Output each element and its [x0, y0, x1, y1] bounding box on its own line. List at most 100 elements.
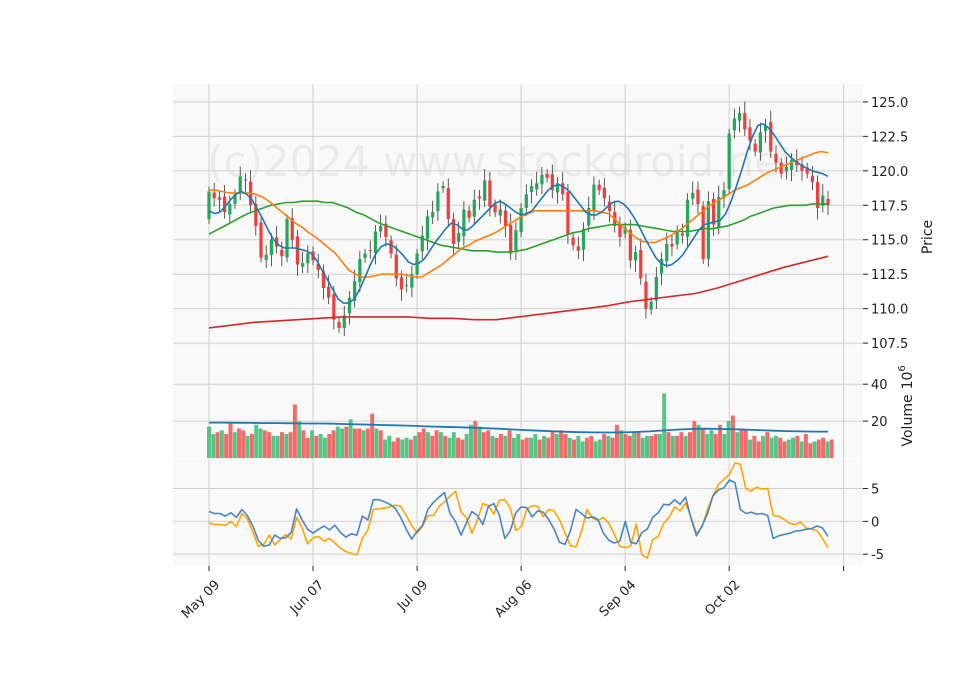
candle-up: [555, 183, 560, 193]
volume-bar-down: [679, 432, 684, 458]
volume-bar-down: [314, 435, 319, 458]
volume-bar-down: [481, 432, 486, 458]
candle-down: [576, 246, 580, 251]
volume-bar-down: [718, 424, 722, 458]
volume-bar-down: [675, 435, 680, 458]
candle-up: [306, 253, 310, 264]
volume-bar-down: [224, 434, 229, 458]
volume-bar-down: [803, 434, 808, 458]
volume-bar-up: [284, 434, 289, 458]
candle-up: [654, 276, 658, 301]
volume-bar-down: [666, 432, 671, 458]
volume-bar-up: [812, 441, 817, 458]
volume-bar-down: [267, 432, 272, 458]
price-y-tick-label: 107.5: [871, 337, 908, 352]
volume-axis-unit: 10: [900, 372, 916, 390]
volume-axis-label-text: Volume: [900, 394, 916, 446]
candle-down: [602, 187, 606, 199]
volume-bar-up: [597, 439, 602, 458]
volume-bar-up: [657, 434, 662, 458]
volume-bar-up: [275, 435, 280, 458]
volume-bar-down: [520, 439, 525, 458]
volume-bar-up: [413, 435, 418, 458]
volume-bar-up: [387, 435, 392, 458]
candle-up: [483, 180, 487, 201]
macd-panel-bg: [173, 459, 863, 566]
x-tick-label: Oct 02: [702, 578, 743, 619]
candle-down: [451, 219, 456, 244]
candle-up: [706, 201, 710, 260]
volume-bar-up: [786, 439, 791, 458]
volume-bar-down: [353, 428, 357, 458]
volume-bar-down: [241, 430, 246, 458]
volume-bar-up: [254, 424, 259, 458]
volume-bar-down: [473, 421, 478, 458]
candle-up: [379, 225, 383, 232]
candle-down: [815, 181, 820, 209]
price-y-tick-label: 115.0: [871, 234, 908, 249]
candle-up: [581, 228, 586, 250]
candle-up: [363, 253, 367, 258]
volume-bar-down: [237, 428, 242, 458]
candle-down: [566, 192, 570, 235]
candle-up: [685, 199, 690, 237]
volume-bar-down: [344, 426, 349, 458]
x-tick-label: Jun 07: [287, 578, 327, 618]
candle-down: [826, 198, 830, 206]
volume-bar-down: [730, 415, 735, 458]
candle-up: [540, 174, 544, 185]
volume-bar-down: [417, 432, 422, 458]
volume-bar-down: [249, 434, 254, 458]
volume-bar-down: [821, 437, 826, 458]
candle-down: [467, 210, 471, 218]
candle-down: [639, 249, 643, 279]
candle-up: [514, 230, 518, 251]
volume-bar-down: [627, 435, 632, 458]
volume-bar-down: [713, 434, 718, 458]
volume-axis-label: Volume 106: [897, 365, 916, 446]
candle-up: [633, 252, 638, 261]
candle-up: [410, 274, 414, 288]
candle-down: [243, 179, 248, 181]
candle-down: [805, 167, 809, 174]
candle-up: [358, 259, 362, 283]
volume-bar-up: [297, 421, 302, 458]
candle-up: [821, 195, 825, 206]
volume-bar-up: [632, 432, 637, 458]
candle-up: [529, 185, 534, 193]
macd-y-tick-label: 5: [871, 483, 879, 498]
volume-bar-down: [546, 437, 551, 458]
candle-down: [399, 277, 404, 290]
volume-bar-down: [357, 428, 362, 458]
volume-bar-down: [460, 439, 465, 458]
volume-ma-line: [209, 421, 828, 434]
candle-down: [327, 286, 331, 298]
candle-up: [233, 194, 237, 204]
volume-bar-up: [271, 435, 276, 458]
volume-bar-down: [584, 437, 589, 458]
price-y-tick-label: 125.0: [871, 96, 908, 111]
volume-bar-up: [696, 424, 701, 458]
ma-long-line: [208, 255, 829, 329]
x-tick-label: Jul 09: [394, 578, 431, 615]
candle-up: [665, 243, 669, 262]
candle-up: [675, 230, 679, 245]
volume-bar-down: [765, 432, 770, 458]
volume-bar-up: [640, 437, 645, 458]
volume-bar-up: [348, 419, 353, 458]
candle-up: [524, 194, 528, 209]
candle-down: [670, 243, 674, 247]
ma-mid-line: [209, 150, 829, 278]
candle-up: [462, 209, 466, 237]
volume-bar-up: [219, 430, 224, 458]
volume-bar-up: [490, 435, 495, 458]
candle-up: [659, 259, 664, 274]
volume-bar-up: [576, 435, 581, 458]
candle-down: [779, 162, 783, 174]
candle-up: [264, 254, 268, 260]
candle-down: [571, 237, 575, 246]
volume-bar-up: [791, 437, 796, 458]
volume-y-tick-label: 40: [871, 378, 888, 393]
candle-down: [628, 229, 632, 261]
volume-bar-up: [709, 430, 714, 458]
